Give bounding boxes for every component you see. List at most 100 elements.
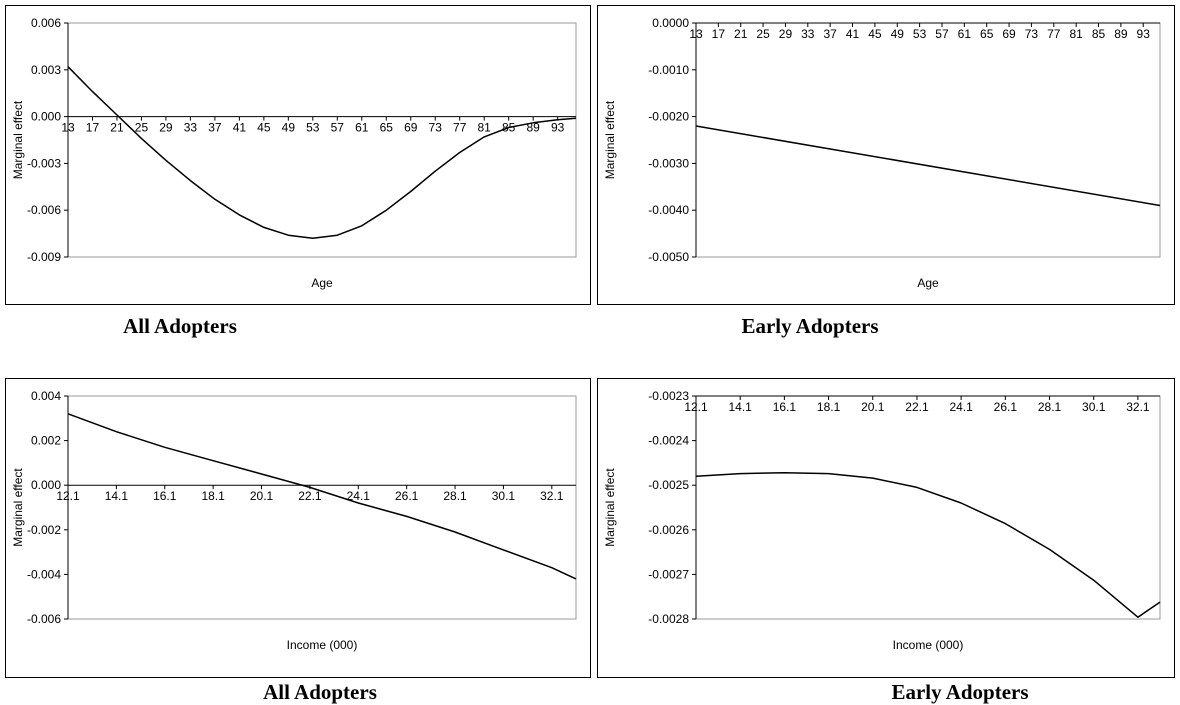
chart-svg-3: 0.004 0.002 0.000 -0.002 -0.004 -0.006 12.1 14.…: [11, 389, 577, 652]
x-axis-title-3: Income (000): [287, 638, 358, 652]
x-tick-label-2-18: 85: [1092, 27, 1106, 41]
x-tick-label-1-4: 29: [159, 121, 173, 135]
y-tick-label-1-4: -0.006: [27, 203, 61, 217]
x-tick-label-2-13: 65: [980, 27, 994, 41]
y-tick-label-4-3: -0.0026: [648, 523, 689, 537]
y-tick-label-1-2: 0.000: [31, 110, 61, 124]
series-line-3: [67, 413, 577, 580]
chart-svg-1: 0.006 0.003 0.000 -0.003 -0.006 -0.009 13 17 21 2…: [11, 16, 577, 290]
x-tick-label-2-5: 33: [801, 27, 815, 41]
x-tick-label-2-4: 29: [779, 27, 793, 41]
y-axis-title-1: Marginal effect: [11, 100, 25, 179]
y-axis-title-3: Marginal effect: [11, 468, 25, 547]
x-tick-label-4-6: 24.1: [949, 400, 973, 414]
x-tick-label-4-3: 18.1: [817, 400, 841, 414]
x-tick-label-3-3: 18.1: [201, 489, 225, 503]
series-line-4: [695, 471, 1161, 618]
x-tick-label-2-19: 89: [1114, 27, 1128, 41]
y-tick-label-2-0: 0.0000: [652, 16, 689, 30]
y-tick-label-1-5: -0.009: [27, 250, 61, 264]
x-tick-label-1-20: 93: [551, 121, 565, 135]
y-tick-label-1-3: -0.003: [27, 156, 61, 170]
y-tick-label-2-4: -0.0040: [648, 203, 689, 217]
y-tick-label-1-0: 0.006: [31, 16, 61, 30]
x-tick-label-4-10: 32.1: [1126, 400, 1150, 414]
series-line-2: [695, 125, 1161, 207]
x-tick-label-3-4: 20.1: [250, 489, 274, 503]
x-tick-label-1-5: 33: [184, 121, 198, 135]
series-line-1: [67, 66, 577, 240]
x-axis-title-2: Age: [917, 276, 939, 290]
x-tick-label-2-17: 81: [1069, 27, 1083, 41]
y-tick-label-3-0: 0.004: [31, 389, 61, 403]
x-tick-label-1-16: 77: [453, 121, 467, 135]
x-tick-label-1-0: 13: [61, 121, 75, 135]
y-tick-label-3-3: -0.002: [27, 523, 61, 537]
chart-caption-2: Early Adopters: [741, 314, 879, 338]
x-tick-label-3-0: 12.1: [56, 489, 80, 503]
x-tick-label-4-4: 20.1: [861, 400, 885, 414]
x-axis-title-4: Income (000): [893, 638, 964, 652]
x-tick-label-4-9: 30.1: [1082, 400, 1106, 414]
x-tick-label-2-6: 37: [823, 27, 837, 41]
x-tick-label-4-0: 12.1: [684, 400, 708, 414]
y-tick-label-4-0: -0.0023: [648, 389, 689, 403]
x-tick-label-2-10: 53: [913, 27, 927, 41]
chart-svg-2: 0.0000 -0.0010 -0.0020 -0.0030 -0.0040 -0.005…: [603, 16, 1161, 290]
chart-caption-1: All Adopters: [123, 314, 237, 338]
y-tick-label-4-1: -0.0024: [648, 434, 689, 448]
y-tick-label-3-5: -0.006: [27, 612, 61, 626]
y-tick-label-4-5: -0.0028: [648, 612, 689, 626]
x-tick-label-4-2: 16.1: [773, 400, 797, 414]
x-tick-label-2-14: 69: [1002, 27, 1016, 41]
x-tick-label-3-8: 28.1: [443, 489, 467, 503]
x-tick-label-2-16: 77: [1047, 27, 1061, 41]
x-tick-label-3-2: 16.1: [153, 489, 177, 503]
chart-caption-4: Early Adopters: [891, 680, 1029, 704]
y-tick-label-3-2: 0.000: [31, 478, 61, 492]
x-tick-label-2-7: 41: [846, 27, 860, 41]
x-tick-label-1-1: 17: [86, 121, 100, 135]
y-axis-title-4: Marginal effect: [603, 468, 617, 547]
x-tick-label-2-11: 57: [935, 27, 949, 41]
y-tick-label-4-4: -0.0027: [648, 567, 689, 581]
y-tick-label-4-2: -0.0025: [648, 478, 689, 492]
x-tick-label-2-3: 25: [756, 27, 770, 41]
x-tick-label-4-5: 22.1: [905, 400, 929, 414]
y-tick-label-2-5: -0.0050: [648, 250, 689, 264]
x-tick-label-2-15: 73: [1025, 27, 1039, 41]
y-tick-label-2-1: -0.0010: [648, 63, 689, 77]
x-tick-label-4-1: 14.1: [729, 400, 753, 414]
chart-panel-4: -0.0023 -0.0024 -0.0025 -0.0026 -0.0027 -0.00…: [597, 378, 1175, 678]
x-tick-label-1-12: 61: [355, 121, 369, 135]
x-tick-label-1-8: 45: [257, 121, 271, 135]
x-tick-label-2-9: 49: [891, 27, 905, 41]
x-tick-label-1-17: 81: [478, 121, 492, 135]
x-tick-label-3-10: 32.1: [540, 489, 564, 503]
y-tick-label-3-4: -0.004: [27, 567, 61, 581]
x-tick-label-3-1: 14.1: [105, 489, 129, 503]
x-tick-label-1-9: 49: [282, 121, 296, 135]
x-tick-label-1-15: 73: [429, 121, 443, 135]
x-tick-label-2-20: 93: [1137, 27, 1151, 41]
x-tick-label-2-0: 13: [689, 27, 703, 41]
x-tick-label-1-11: 57: [331, 121, 345, 135]
chart-caption-3: All Adopters: [263, 680, 377, 704]
x-tick-label-1-3: 25: [135, 121, 149, 135]
x-tick-label-1-6: 37: [208, 121, 222, 135]
x-tick-label-3-6: 24.1: [347, 489, 371, 503]
x-tick-label-1-13: 65: [380, 121, 394, 135]
x-tick-label-2-2: 21: [734, 27, 748, 41]
x-tick-label-1-14: 69: [404, 121, 418, 135]
plot-area-2: [695, 22, 1161, 258]
y-tick-label-2-3: -0.0030: [648, 156, 689, 170]
x-tick-label-3-5: 22.1: [298, 489, 322, 503]
x-axis-title-1: Age: [311, 276, 333, 290]
plot-area-3: [67, 395, 577, 620]
chart-panel-3: 0.004 0.002 0.000 -0.002 -0.004 -0.006 12.1 14.…: [5, 378, 591, 678]
x-tick-label-3-9: 30.1: [492, 489, 516, 503]
x-tick-label-2-12: 61: [958, 27, 972, 41]
x-tick-label-1-7: 41: [233, 121, 247, 135]
chart-panel-1: 0.006 0.003 0.000 -0.003 -0.006 -0.009 13 17 21 2…: [5, 5, 591, 305]
x-tick-label-1-2: 21: [110, 121, 124, 135]
